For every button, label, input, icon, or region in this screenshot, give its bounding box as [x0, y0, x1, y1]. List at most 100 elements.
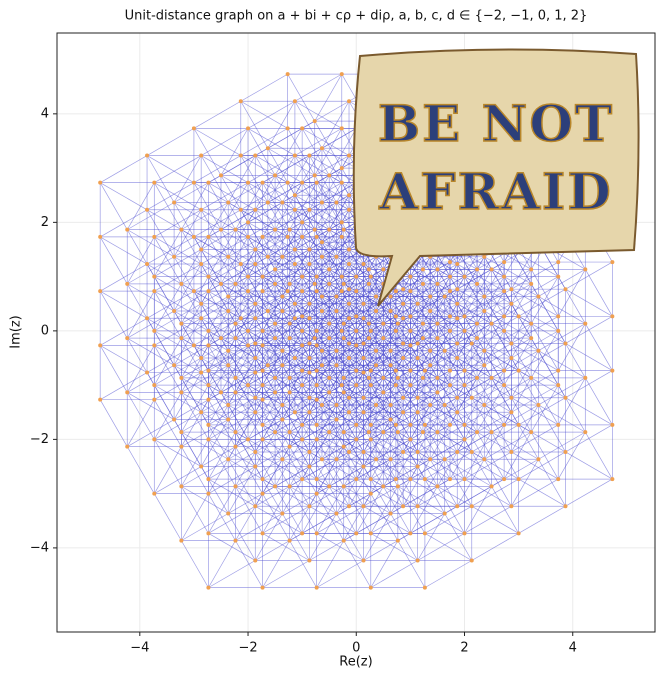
edge [343, 486, 372, 534]
edge [511, 288, 559, 317]
edge [262, 290, 310, 319]
edge [316, 486, 345, 534]
node [502, 289, 507, 294]
node [327, 375, 332, 380]
edge [262, 236, 290, 285]
edge [402, 451, 451, 480]
edge [518, 397, 566, 426]
x-tick-label: 2 [460, 641, 468, 656]
node [233, 430, 238, 435]
node [319, 200, 324, 205]
node [489, 375, 494, 380]
node [408, 437, 413, 442]
node [191, 234, 196, 239]
node [469, 504, 474, 509]
node [347, 449, 352, 454]
edge [390, 269, 438, 297]
node [354, 343, 359, 348]
node [388, 417, 393, 422]
node [354, 383, 359, 388]
node [347, 207, 352, 212]
edge [464, 343, 512, 371]
edge [208, 182, 236, 230]
node [199, 262, 204, 267]
node [361, 262, 366, 267]
edge [99, 182, 128, 230]
node [218, 336, 223, 341]
edge [491, 377, 539, 406]
node [435, 430, 440, 435]
node [354, 274, 359, 279]
edge [235, 202, 283, 230]
node [482, 254, 487, 259]
node [206, 422, 211, 427]
edge [208, 290, 236, 339]
edge [208, 330, 256, 359]
node [314, 437, 319, 442]
edge [181, 446, 209, 494]
edge [343, 384, 372, 433]
node [583, 321, 588, 326]
edge [397, 431, 445, 460]
edge [153, 392, 182, 440]
node [265, 309, 270, 314]
edge [289, 446, 317, 494]
edge [153, 229, 182, 277]
node [455, 316, 460, 321]
node [381, 390, 386, 395]
edge [181, 486, 209, 534]
edge [289, 296, 337, 324]
edge [370, 323, 399, 371]
edge [417, 303, 446, 351]
edge [565, 424, 613, 453]
edge [126, 229, 155, 277]
edge [363, 343, 411, 371]
node [556, 383, 561, 388]
node [442, 457, 447, 462]
edge [274, 175, 323, 203]
edge [565, 397, 613, 426]
node [265, 200, 270, 205]
edge [153, 345, 182, 393]
edge [262, 182, 310, 211]
node [307, 153, 312, 158]
node [292, 410, 297, 415]
node [339, 274, 344, 279]
node [563, 504, 568, 509]
edge [126, 446, 155, 494]
edge [343, 337, 372, 386]
edge [208, 155, 256, 183]
edge [153, 283, 182, 332]
node [428, 363, 433, 368]
edge [370, 505, 418, 534]
edge [424, 505, 472, 534]
node [442, 511, 447, 516]
edge [289, 236, 317, 285]
edge [316, 399, 345, 447]
node [238, 153, 243, 158]
edge [262, 377, 290, 426]
edge [464, 505, 512, 534]
node [314, 477, 319, 482]
edge [235, 377, 283, 406]
edge [154, 249, 202, 277]
edge [417, 303, 465, 332]
edge [511, 424, 559, 453]
edge [262, 540, 290, 588]
edge [235, 229, 283, 258]
node [462, 314, 467, 319]
node [260, 343, 265, 348]
node [482, 348, 487, 353]
edge [208, 276, 256, 305]
edge [301, 128, 350, 156]
y-tick-label: −4 [30, 540, 49, 555]
node [300, 289, 305, 294]
edge [282, 155, 310, 203]
node [420, 281, 425, 286]
node [280, 457, 285, 462]
node [509, 449, 514, 454]
edge [208, 424, 256, 453]
node [475, 375, 480, 380]
edge [457, 451, 505, 480]
node [300, 368, 305, 373]
